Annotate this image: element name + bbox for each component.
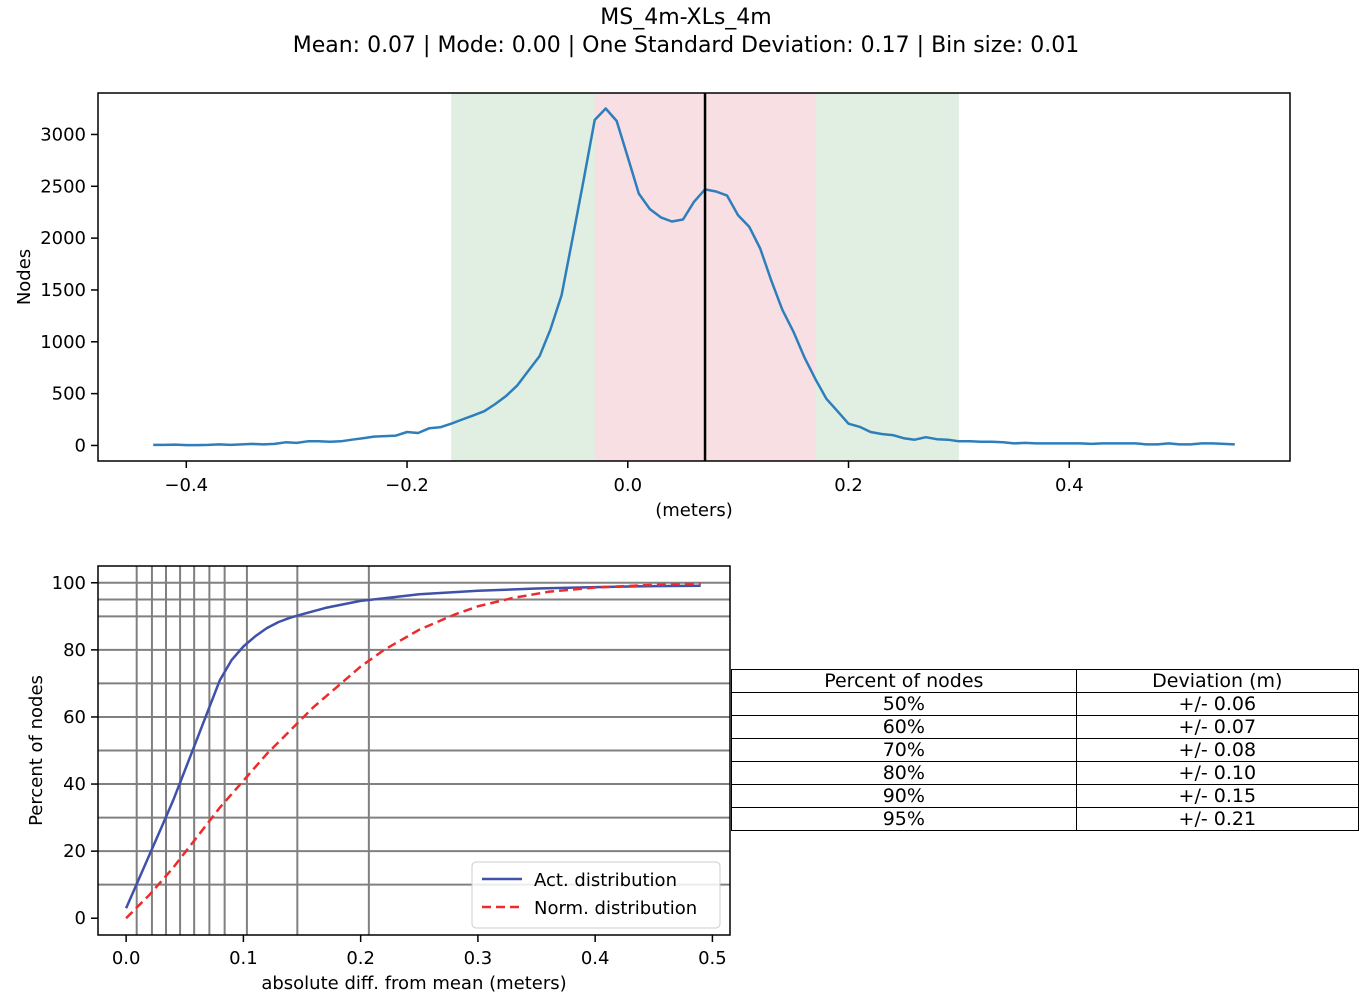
x-tick-label: 0.2 (834, 475, 863, 496)
table-cell-deviation: +/- 0.08 (1075, 738, 1360, 762)
y-tick-label: 40 (63, 774, 86, 795)
table-cell-percent: 95% (731, 807, 1077, 831)
table-cell-deviation: +/- 0.06 (1075, 692, 1360, 716)
y-axis-label: Percent of nodes (26, 675, 47, 826)
y-tick-label: 2000 (40, 228, 86, 249)
table-header-percent: Percent of nodes (731, 669, 1077, 693)
x-tick-label: 0.3 (464, 948, 493, 969)
y-tick-label: 2500 (40, 176, 86, 197)
x-tick-label: 0.0 (112, 948, 141, 969)
y-tick-label: 3000 (40, 124, 86, 145)
x-tick-label: 0.4 (581, 948, 610, 969)
table-cell-percent: 90% (731, 784, 1077, 808)
chart-title: MS_4m-XLs_4m (600, 5, 772, 30)
histogram-plot-frame (97, 92, 1291, 462)
y-tick-label: 80 (63, 640, 86, 661)
table-header-row: Percent of nodes Deviation (m) (731, 669, 1360, 693)
x-axis-label: (meters) (655, 500, 733, 521)
y-tick-label: 20 (63, 841, 86, 862)
table-header-deviation: Deviation (m) (1075, 669, 1360, 693)
table-row: 80% +/- 0.10 (731, 761, 1360, 785)
y-tick-label: 100 (52, 573, 86, 594)
x-tick-label: 0.5 (698, 948, 727, 969)
table-row: 95% +/- 0.21 (731, 807, 1360, 831)
table-cell-deviation: +/- 0.21 (1075, 807, 1360, 831)
y-axis-label: Nodes (14, 249, 35, 305)
actual-distribution-line (124, 584, 701, 909)
table-cell-deviation: +/- 0.15 (1075, 784, 1360, 808)
cumulative-plot-frame (97, 565, 731, 936)
x-tick-label: 0.4 (1055, 475, 1084, 496)
x-tick-label: −0.2 (385, 475, 429, 496)
legend-label: Norm. distribution (534, 898, 697, 919)
y-tick-label: 500 (52, 384, 86, 405)
y-tick-label: 0 (75, 435, 86, 456)
chart-subtitle: Mean: 0.07 | Mode: 0.00 | One Standard D… (292, 33, 1080, 58)
table-cell-percent: 60% (731, 715, 1077, 739)
table-cell-percent: 50% (731, 692, 1077, 716)
y-tick-label: 1500 (40, 280, 86, 301)
y-tick-label: 1000 (40, 332, 86, 353)
histogram-chart (91, 92, 1291, 468)
x-tick-label: 0.0 (613, 475, 642, 496)
histogram-series-line (153, 107, 1235, 447)
table-cell-percent: 70% (731, 738, 1077, 762)
normal-distribution-line (125, 582, 701, 920)
x-tick-label: −0.4 (164, 475, 208, 496)
y-tick-label: 60 (63, 707, 86, 728)
y-tick-label: 0 (75, 908, 86, 929)
table-cell-deviation: +/- 0.07 (1075, 715, 1360, 739)
table-cell-percent: 80% (731, 761, 1077, 785)
table-row: 90% +/- 0.15 (731, 784, 1360, 808)
percent-deviation-table: Percent of nodes Deviation (m) 50% +/- 0.… (731, 669, 1360, 831)
legend-label: Act. distribution (534, 870, 677, 891)
table-row: 70% +/- 0.08 (731, 738, 1360, 762)
legend-box (471, 861, 721, 929)
x-tick-label: 0.2 (346, 948, 375, 969)
x-axis-label: absolute diff. from mean (meters) (261, 973, 566, 994)
table-cell-deviation: +/- 0.10 (1075, 761, 1360, 785)
table-row: 60% +/- 0.07 (731, 715, 1360, 739)
cumulative-chart (91, 565, 731, 942)
table-row: 50% +/- 0.06 (731, 692, 1360, 716)
x-tick-label: 0.1 (229, 948, 258, 969)
